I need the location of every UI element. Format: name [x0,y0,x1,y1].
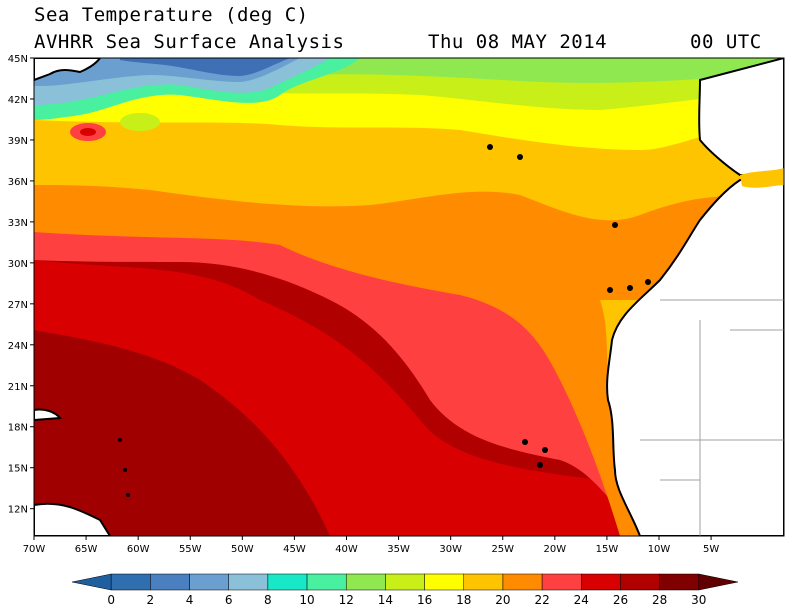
sst-band-29 [34,330,330,536]
lat-tick-label: 12N [8,505,28,516]
island-madeira [612,222,618,228]
lon-tick-label: 45W [283,544,306,555]
colorbar-swatch [267,573,308,591]
lon-tick-label: 10W [648,544,671,555]
colorbar-label: 20 [495,593,510,607]
country-borders [640,299,784,536]
lat-tick-label: 27N [8,300,28,311]
land-north-america [34,58,102,82]
lat-tick-label: 21N [8,382,28,393]
colorbar-label: 8 [264,593,272,607]
island-canary [645,279,651,285]
colorbar-swatch [581,573,621,591]
lon-tick-label: 5W [703,544,719,555]
colorbar-label: 28 [652,593,667,607]
lon-tick-label: 50W [231,544,254,555]
colorbar-label: 30 [691,593,706,607]
colorbar-label: 24 [574,593,589,607]
valid-date: Thu 08 MAY 2014 [428,31,608,53]
lon-tick-label: 15W [596,544,619,555]
island-canary [627,285,633,291]
colorbar: 0 2 4 6 8 10 12 14 16 18 20 22 24 26 28 30 [71,573,739,607]
lat-tick-label: 36N [8,177,28,188]
colorbar-swatch [385,573,425,591]
colorbar-label: 18 [456,593,471,607]
island-lesser-antilles [126,493,130,497]
colorbar-label: 6 [225,593,233,607]
colorbar-label: 22 [534,593,549,607]
lon-tick-label: 25W [491,544,514,555]
land-africa-iberia [606,58,784,536]
land-caribbean [34,408,63,422]
colorbar-swatch [541,573,582,591]
colorbar-label: 2 [147,593,155,607]
island-canary [607,287,613,293]
chart-subtitle: AVHRR Sea Surface Analysis [34,31,345,53]
colorbar-label: 14 [378,593,393,607]
sst-band-4 [120,58,290,76]
colorbar-label: 12 [339,593,354,607]
lat-tick-label: 45N [8,54,28,65]
plot-frame [33,57,785,537]
lat-tick-label: 30N [8,259,28,270]
colorbar-label: 16 [417,593,432,607]
island-azores [487,144,493,150]
warm-eddy-core [80,128,96,136]
lon-tick-label: 60W [127,544,150,555]
colorbar-swatch [71,573,112,591]
colorbar-swatch [150,573,190,591]
lat-tick-label: 42N [8,95,28,106]
colorbar-swatch [345,573,386,591]
lat-tick-label: 33N [8,218,28,229]
mediterranean [740,168,784,188]
valid-time: 00 UTC [690,31,762,53]
island-lesser-antilles [118,438,122,442]
lon-tick-label: 65W [75,544,98,555]
lon-tick-label: 55W [179,544,202,555]
lon-tick-label: 35W [387,544,410,555]
island-lesser-antilles [123,468,127,472]
lon-tick-label: 30W [439,544,462,555]
colorbar-swatch [463,573,504,591]
chart-title: Sea Temperature (deg C) [34,4,309,26]
lat-tick-label: 18N [8,423,28,434]
colorbar-label: 10 [299,593,314,607]
colorbar-swatch [189,573,229,591]
colorbar-label: 4 [186,593,194,607]
island-cape-verde [542,447,548,453]
sst-field [34,58,784,536]
colorbar-swatch [110,573,151,591]
island-cape-verde [537,462,543,468]
colorbar-swatch [659,573,700,591]
colorbar-swatch [306,573,347,591]
lon-tick-label: 20W [544,544,567,555]
land-south-america [34,502,112,536]
lat-tick-label: 39N [8,136,28,147]
colorbar-swatch [502,573,543,591]
lat-tick-label: 15N [8,464,28,475]
colorbar-swatch [228,573,269,591]
colorbar-swatch [620,573,660,591]
island-cape-verde [522,439,528,445]
colorbar-label: 0 [107,593,115,607]
eddy-ring [120,113,160,131]
colorbar-swatch [698,573,739,591]
longitude-axis: 70W 65W 60W 55W 50W 45W 40W 35W 30W 25W 20W 15W 10W 5… [23,536,719,555]
latitude-axis: 45N 42N 39N 36N 33N 30N 27N 24N 21N 18N 15N 12N [8,54,34,516]
colorbar-swatch [424,573,465,591]
lon-tick-label: 70W [23,544,46,555]
lat-tick-label: 24N [8,341,28,352]
lon-tick-label: 40W [335,544,358,555]
colorbar-label: 26 [613,593,628,607]
island-azores [517,154,523,160]
